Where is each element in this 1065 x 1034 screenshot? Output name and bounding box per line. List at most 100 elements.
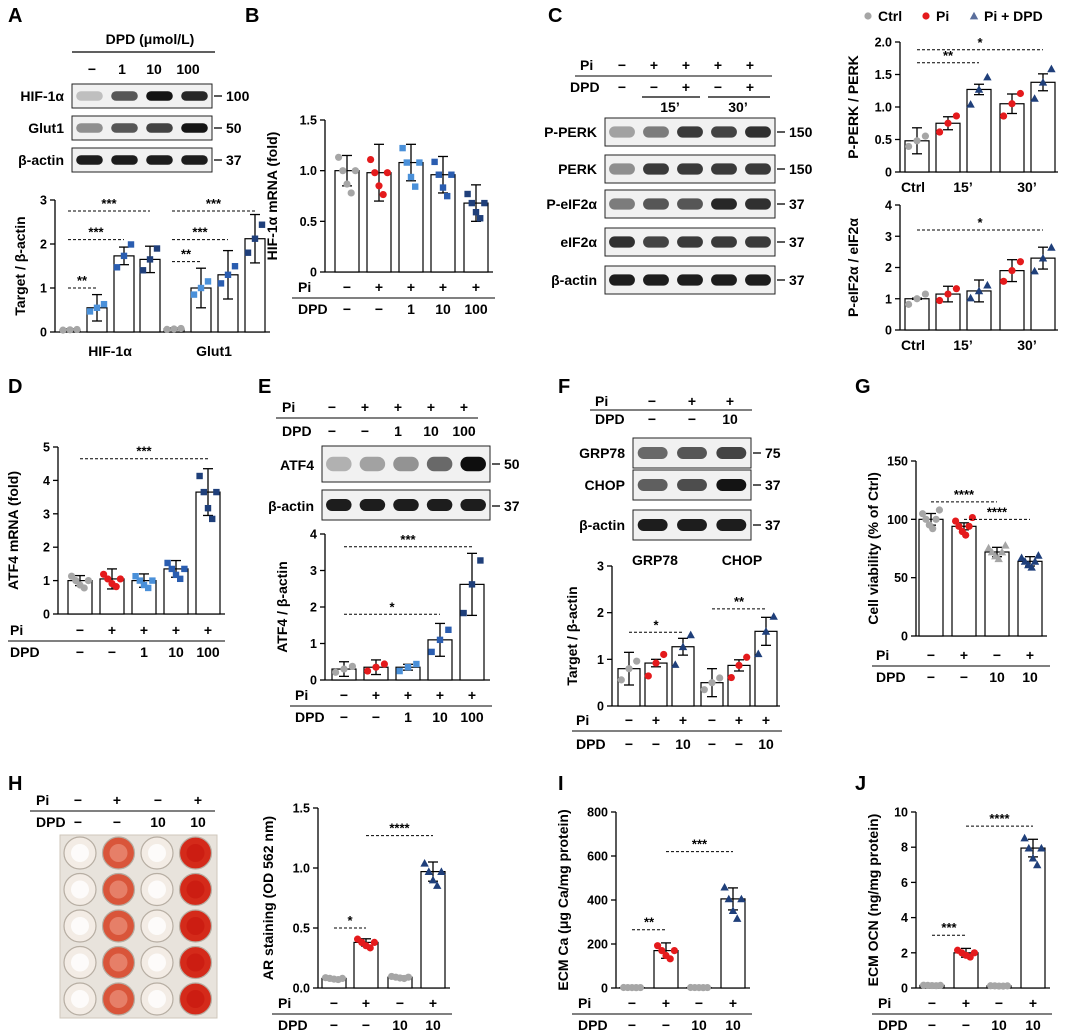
time-label: 30’ xyxy=(728,99,747,115)
data-point xyxy=(477,557,484,564)
condition-dpd: − xyxy=(708,736,716,752)
data-point xyxy=(966,100,975,108)
data-point xyxy=(338,974,346,983)
condition-pi: + xyxy=(361,399,369,415)
significance-label: *** xyxy=(136,444,152,459)
data-point xyxy=(351,167,359,175)
significance-label: ** xyxy=(77,273,88,288)
plate-well-center xyxy=(148,953,166,972)
data-point xyxy=(974,85,984,93)
condition-pi: − xyxy=(695,995,703,1011)
plate-well-center xyxy=(186,880,205,899)
condition-pi: + xyxy=(746,57,754,73)
data-point xyxy=(204,504,212,512)
blot-band xyxy=(359,456,386,472)
data-point xyxy=(251,235,259,242)
data-point xyxy=(952,112,961,120)
data-point xyxy=(177,575,184,583)
condition-pi: + xyxy=(194,792,202,808)
condition-dpd: 10 xyxy=(991,1017,1007,1033)
condition-dpd: 10 xyxy=(722,411,738,427)
condition-dpd: − xyxy=(628,1017,636,1033)
y-axis-label: ATF4 mRNA (fold) xyxy=(5,471,21,590)
data-point xyxy=(754,649,763,658)
panel-label: E xyxy=(258,376,271,398)
bar xyxy=(430,174,456,273)
data-point xyxy=(966,293,975,302)
data-point xyxy=(209,515,216,523)
blot-band xyxy=(711,236,737,248)
band-label: P-eIF2α xyxy=(546,196,597,212)
data-point xyxy=(913,295,921,303)
plate-well-center xyxy=(148,880,166,899)
condition-dpd: 10 xyxy=(725,1017,741,1033)
y-tick-label: 4 xyxy=(901,911,908,925)
condition-dpd: − xyxy=(714,79,722,95)
plate-well-center xyxy=(186,917,205,935)
data-point xyxy=(1030,94,1039,102)
blot-band xyxy=(711,198,737,210)
blot-band xyxy=(677,447,707,459)
bar xyxy=(420,870,446,989)
x-label: Ctrl xyxy=(901,179,925,195)
condition-dpd: 1 xyxy=(407,301,415,317)
data-point xyxy=(163,325,171,333)
condition-dpd: 10 xyxy=(190,814,206,830)
condition-pi: + xyxy=(468,687,476,703)
plate-well-center xyxy=(186,953,205,972)
data-point xyxy=(370,938,378,947)
condition-pi: + xyxy=(650,57,658,73)
y-tick-label: 2 xyxy=(310,601,317,615)
lane-label: 1 xyxy=(118,61,126,77)
row-label-pi: Pi xyxy=(298,279,311,295)
blot-band xyxy=(181,155,208,165)
significance-label: *** xyxy=(400,532,416,547)
plate-well-center xyxy=(109,990,128,1008)
data-point xyxy=(1003,982,1012,990)
condition-dpd: 10 xyxy=(675,736,691,752)
y-tick-label: 400 xyxy=(587,894,608,908)
row-label-pi: Pi xyxy=(295,687,308,703)
blot-band xyxy=(677,198,703,210)
blot-band xyxy=(745,163,771,175)
blot-header: DPD (μmol/L) xyxy=(106,31,195,47)
group-label: CHOP xyxy=(722,552,762,568)
kda-label: 37 xyxy=(765,477,781,493)
kda-label: 50 xyxy=(226,120,242,136)
significance-label: * xyxy=(653,617,659,632)
data-point xyxy=(244,249,252,256)
data-point xyxy=(172,571,180,579)
data-point xyxy=(375,182,383,190)
data-point xyxy=(153,245,161,252)
row-label-dpd: DPD xyxy=(595,411,625,427)
significance-label: ** xyxy=(181,247,192,262)
condition-pi: − xyxy=(628,995,636,1011)
significance-label: ** xyxy=(644,915,655,930)
blot-band xyxy=(643,236,669,248)
y-tick-label: 2 xyxy=(597,606,604,620)
data-point xyxy=(1034,551,1043,559)
row-label-pi: Pi xyxy=(278,995,291,1011)
bar xyxy=(984,551,1010,637)
blot-band xyxy=(393,456,419,472)
blot-band xyxy=(677,163,703,175)
condition-dpd: − xyxy=(962,1017,970,1033)
blot-band xyxy=(181,91,208,101)
data-point xyxy=(769,612,778,620)
data-point xyxy=(1047,243,1056,251)
data-point xyxy=(932,515,940,523)
legend-marker xyxy=(969,11,979,20)
row-label-dpd: DPD xyxy=(278,1017,308,1033)
y-tick-label: 4 xyxy=(885,199,892,213)
data-point xyxy=(383,169,391,177)
band-label: P-PERK xyxy=(544,124,597,140)
condition-dpd: − xyxy=(113,814,121,830)
plate-well-center xyxy=(109,880,128,899)
data-point xyxy=(403,159,410,166)
data-point xyxy=(955,522,963,530)
condition-dpd: − xyxy=(375,301,383,317)
data-point xyxy=(921,132,930,140)
data-point xyxy=(970,949,979,957)
data-point xyxy=(181,565,188,573)
